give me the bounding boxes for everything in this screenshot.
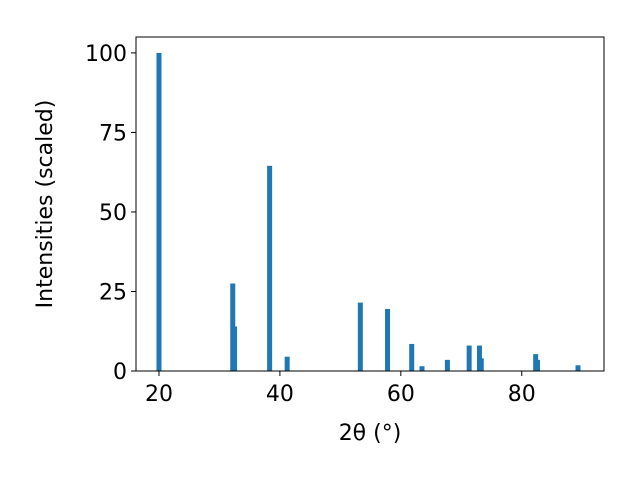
x-tick-label: 80	[508, 382, 536, 407]
y-axis-label: Intensities (scaled)	[33, 100, 58, 309]
bar	[478, 358, 484, 371]
bar	[575, 365, 581, 371]
bar	[267, 165, 273, 371]
y-tick-label: 50	[99, 201, 127, 226]
y-tick-label: 25	[99, 280, 127, 305]
y-tick-label: 75	[99, 121, 127, 146]
bar	[409, 343, 415, 371]
y-tick-label: 100	[85, 42, 127, 67]
y-tick-label: 0	[113, 360, 127, 385]
x-tick-label: 40	[266, 382, 294, 407]
bar	[444, 359, 450, 371]
x-axis-label: 2θ (°)	[339, 421, 402, 446]
x-tick-label: 60	[387, 382, 415, 407]
bar	[534, 359, 540, 371]
bar	[385, 308, 391, 371]
bar	[156, 52, 162, 372]
bar	[232, 326, 238, 371]
x-tick-label: 20	[145, 382, 173, 407]
bar	[284, 356, 290, 371]
bar	[357, 302, 363, 371]
plot-frame	[135, 36, 605, 372]
bar	[466, 345, 472, 371]
bar	[419, 366, 425, 371]
